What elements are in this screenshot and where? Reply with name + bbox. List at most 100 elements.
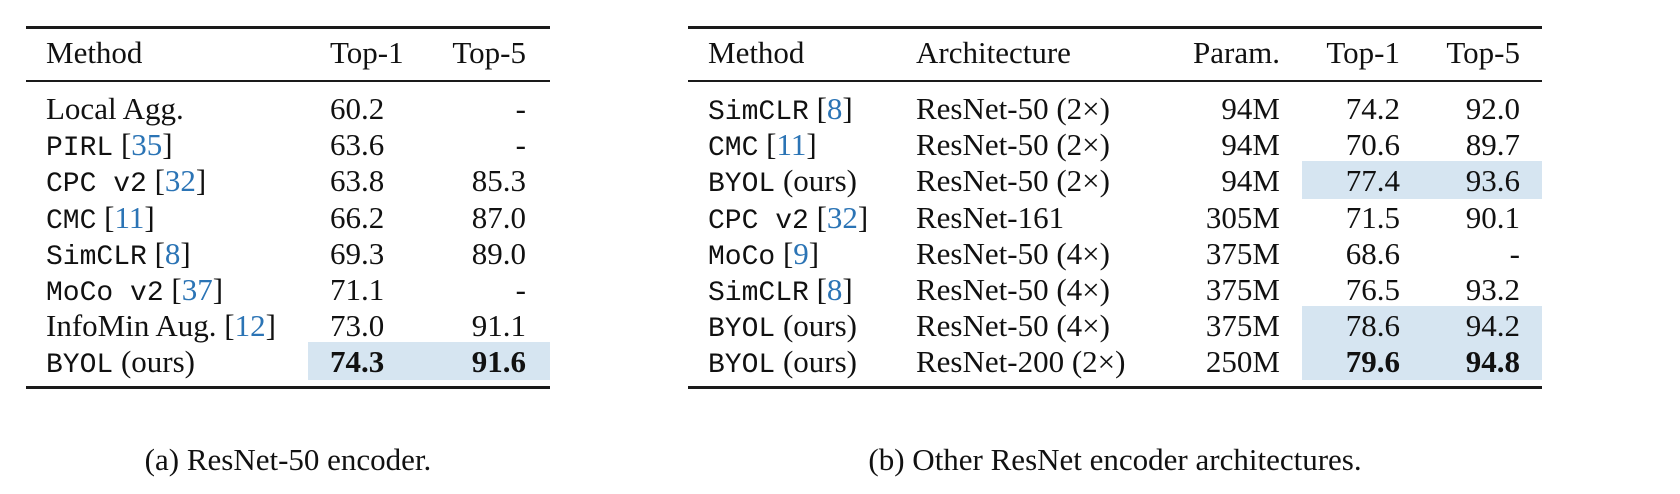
caption-a: (a) ResNet-50 encoder. [144,442,432,477]
top5-value: 93.6 [1465,163,1520,199]
method-cell: BYOL (ours) [708,343,857,381]
method-cell: BYOL (ours) [46,343,195,381]
top1-value: 77.4 [1345,163,1400,199]
architecture-value: ResNet-50 (2×) [916,91,1110,126]
citation-link: 8 [164,235,181,271]
method-cell: SimCLR [8] [708,272,853,309]
top5-value: - [1509,235,1520,271]
table-b: Method Architecture Param. Top-1 Top-5 S… [688,0,1542,420]
top1-value: 78.6 [1345,308,1400,344]
top1-value: 71.5 [1345,199,1400,235]
method-cell: MoCo v2 [37] [46,272,224,309]
top5-value: - [515,272,526,307]
top5-value: 89.0 [471,235,526,271]
method-cell: InfoMin Aug. [12] [46,308,276,344]
top5-value: 94.2 [1465,308,1520,344]
top1-value: 69.3 [330,235,385,271]
top-rule [26,26,550,29]
param-value: 94M [1221,91,1280,126]
architecture-value: ResNet-50 (2×) [916,127,1110,163]
top5-value: 89.7 [1465,127,1520,163]
method-name: MoCo v2 [46,278,164,309]
architecture-value: ResNet-50 (4×) [916,235,1110,271]
architecture-value: ResNet-161 [916,199,1065,235]
highlight-cell [1302,306,1542,344]
table-row: BYOL (ours) 74.3 91.6 [26,343,550,381]
top1-value: 63.8 [330,163,385,199]
top5-value: 94.8 [1465,344,1520,380]
table-row: PIRL [35] 63.6 - [26,126,550,164]
architecture-value: ResNet-200 (2×) [916,344,1126,380]
method-cell: SimCLR [8] [708,91,853,128]
header-row: Method Top-1 Top-5 [26,34,550,72]
method-name: BYOL [708,314,776,346]
top1-value: 79.6 [1345,344,1400,380]
bottom-rule [688,386,1542,389]
top5-value: 91.6 [471,344,526,380]
top1-value: 70.6 [1345,127,1400,163]
header-top1: Top-1 [330,35,404,70]
method-cell: BYOL (ours) [708,307,857,345]
top5-value: 92.0 [1465,91,1520,126]
top5-value: 87.0 [471,199,526,235]
table-row: BYOL (ours) ResNet-50 (2×) 94M 77.4 93.6 [688,162,1542,200]
method-name: CPC v2 [46,169,147,201]
header-method: Method [46,35,143,70]
method-name: Local Agg. [46,91,184,126]
method-cell: Local Agg. [46,90,184,128]
method-name: MoCo [708,241,776,273]
header-top5: Top-5 [1446,35,1520,70]
table-a: Method Top-1 Top-5 Local Agg. 60.2- PIRL [… [26,0,550,420]
top1-value: 60.2 [330,91,385,126]
method-suffix: (ours) [782,308,858,344]
citation-link: 11 [114,199,145,235]
method-suffix: (ours) [782,163,858,199]
mid-rule [26,80,550,82]
citation-link: 32 [164,163,196,199]
method-cell: BYOL (ours) [708,162,857,200]
table-row: InfoMin Aug. [12] 73.0 91.1 [26,307,550,345]
citation-link: 11 [776,127,807,163]
top1-value: 71.1 [330,272,385,307]
caption-b: (b) Other ResNet encoder architectures. [868,442,1362,477]
method-suffix: (ours) [782,344,858,380]
method-cell: MoCo [9] [708,235,820,273]
param-value: 94M [1221,163,1280,199]
citation-link: 8 [826,272,843,307]
architecture-value: ResNet-50 (2×) [916,163,1110,199]
table-row: CPC v2 [32] 63.8 85.3 [26,162,550,200]
top1-value: 73.0 [330,308,385,344]
param-value: 305M [1205,199,1280,235]
method-name: BYOL [708,169,776,201]
highlight-cell [308,342,550,380]
highlight-cell [1302,342,1542,380]
citation-link: 8 [826,91,843,126]
table-row: MoCo [9] ResNet-50 (4×) 375M 68.6 - [688,235,1542,273]
architecture-value: ResNet-50 (4×) [916,272,1110,307]
method-cell: CPC v2 [32] [46,163,207,201]
top5-value: 93.2 [1465,272,1520,307]
table-row: Local Agg. 60.2 - [26,90,550,128]
header-top1: Top-1 [1326,35,1400,70]
method-cell: CPC v2 [32] [708,199,869,237]
table-row: MoCo v2 [37] 71.1 - [26,271,550,309]
top1-value: 66.2 [330,199,385,235]
table-row: CMC [11] 66.2 87.0 [26,199,550,237]
top1-value: 74.3 [330,344,385,380]
method-cell: PIRL [35] [46,127,173,165]
method-name: SimCLR [46,241,147,273]
method-cell: CMC [11] [708,127,817,165]
header-method: Method [708,35,805,70]
bottom-rule [26,386,550,389]
param-value: 94M [1221,127,1280,163]
architecture-value: ResNet-50 (4×) [916,308,1110,344]
method-name: BYOL [708,350,776,382]
method-name: CPC v2 [708,205,809,237]
top5-value: 90.1 [1465,199,1520,235]
table-row: SimCLR [8] ResNet-50 (4×) 375M 76.5 93.2 [688,271,1542,309]
param-value: 375M [1205,235,1280,271]
method-name: BYOL [46,350,114,382]
table-row: BYOL (ours) ResNet-200 (2×) 250M 79.6 94.8 [688,343,1542,381]
method-cell: SimCLR [8] [46,235,191,273]
top5-value: - [515,91,526,126]
